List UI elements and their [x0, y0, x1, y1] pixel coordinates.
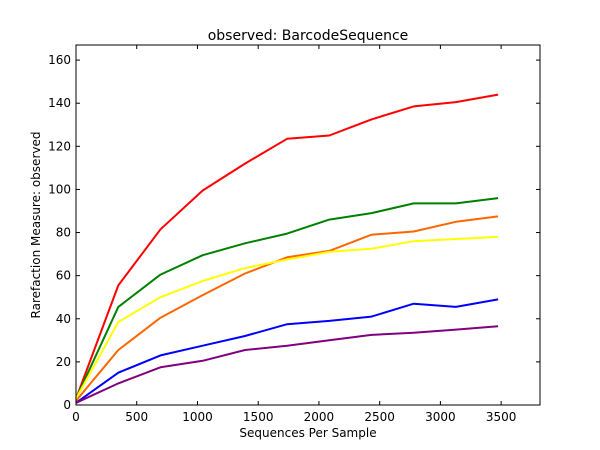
- x-tick-label: 0: [72, 410, 80, 424]
- y-tick-label: 80: [56, 226, 71, 240]
- series-line-5: [75, 298, 499, 404]
- y-axis-title: Rarefaction Measure: observed: [29, 132, 43, 319]
- series-line-4: [75, 235, 499, 399]
- plot-area: [75, 93, 499, 404]
- y-tick-label: 20: [56, 355, 71, 369]
- x-tick-label: 3000: [425, 410, 456, 424]
- y-tick-label: 40: [56, 312, 71, 326]
- y-tick-label: 100: [48, 182, 71, 196]
- series-line-1: [75, 93, 499, 399]
- y-tick-label: 140: [48, 96, 71, 110]
- y-tick-label: 60: [56, 269, 71, 283]
- series-line-2: [75, 197, 499, 399]
- chart-title: observed: BarcodeSequence: [208, 28, 409, 44]
- x-axis: 0 500 1000 1500 2000 2500 3000 3500: [72, 45, 516, 424]
- y-tick-label: 120: [48, 139, 71, 153]
- x-tick-label: 2500: [364, 410, 395, 424]
- x-tick-label: 1500: [243, 410, 274, 424]
- y-tick-label: 160: [48, 53, 71, 67]
- x-axis-title: Sequences Per Sample: [239, 426, 376, 440]
- x-tick-label: 3500: [486, 410, 517, 424]
- x-tick-label: 2000: [304, 410, 335, 424]
- y-tick-label: 0: [63, 398, 71, 412]
- x-tick-label: 500: [125, 410, 148, 424]
- plot-frame: [75, 44, 541, 406]
- series-line-3: [75, 215, 499, 402]
- series-line-6: [75, 325, 499, 404]
- x-tick-label: 1000: [182, 410, 213, 424]
- y-axis: 0 20 40 60 80 100 120 140 160: [48, 53, 540, 412]
